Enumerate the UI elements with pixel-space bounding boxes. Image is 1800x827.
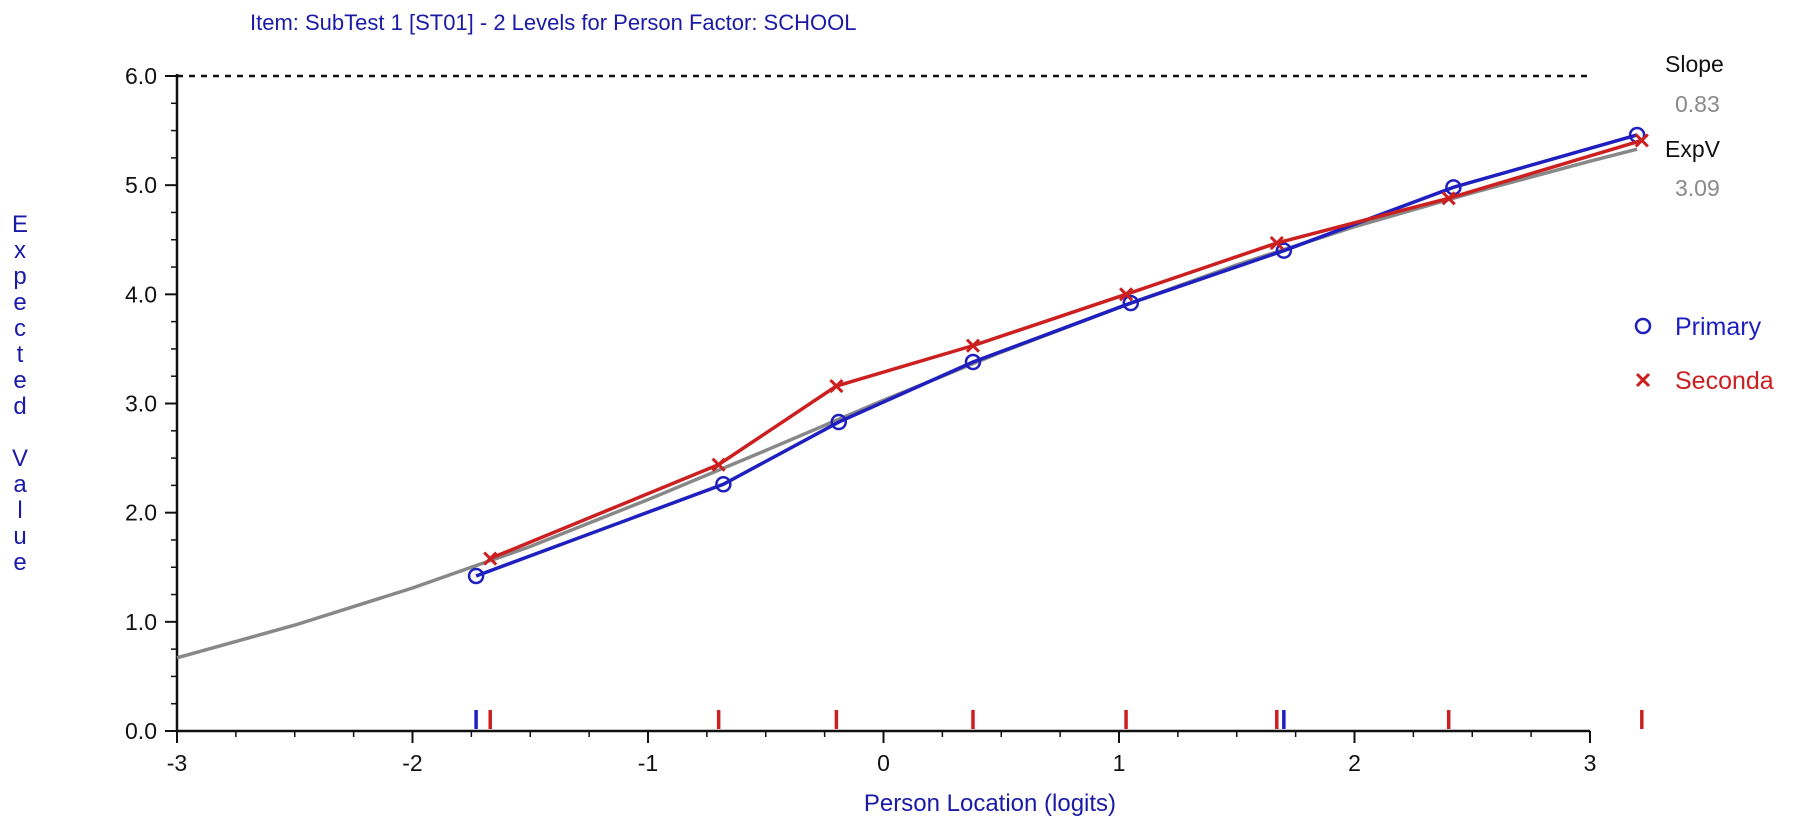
data-point-cross <box>1118 287 1134 302</box>
legend: Primary Seconda <box>1634 313 1774 395</box>
data-point-circle <box>1122 294 1140 312</box>
data-point-circle <box>964 353 982 371</box>
chart-title: Item: SubTest 1 [ST01] - 2 Levels for Pe… <box>250 10 856 35</box>
data-point-circle <box>1275 242 1293 259</box>
expv-value: 3.09 <box>1675 175 1720 201</box>
y-axis-title-letter: t <box>17 341 24 368</box>
y-axis-title-letter: d <box>13 393 26 420</box>
expected-curve <box>176 147 1638 660</box>
legend-marker-circle <box>1634 317 1652 335</box>
y-axis-title-letter: x <box>14 237 26 264</box>
y-tick-label: 6.0 <box>125 63 157 89</box>
legend-label: Seconda <box>1675 367 1774 395</box>
data-point-circle <box>715 476 732 493</box>
y-axis-title-letter: p <box>13 263 26 290</box>
y-axis-title-letter: u <box>13 523 26 550</box>
x-tick-label: 0 <box>877 750 890 776</box>
data-point-circle <box>467 567 485 585</box>
x-tick-label: -3 <box>167 750 187 776</box>
slope-value: 0.83 <box>1675 91 1720 117</box>
legend-label: Primary <box>1675 313 1762 341</box>
series-layer <box>467 126 1649 585</box>
data-point-cross <box>1634 133 1649 148</box>
rug-marks <box>474 710 1644 729</box>
axes: 0.0 1.0 2.0 3.0 4.0 5.0 6.0 -3 -2 -1 0 1 2 3 <box>125 63 1596 776</box>
y-tick-label: 0.0 <box>125 718 157 744</box>
expv-label: ExpV <box>1665 136 1721 162</box>
y-axis-title-letter: e <box>13 549 26 576</box>
data-point-cross <box>483 551 498 566</box>
y-tick-label: 1.0 <box>125 609 157 635</box>
data-point-cross <box>1269 235 1284 251</box>
y-tick-label: 3.0 <box>125 391 157 417</box>
slope-label: Slope <box>1665 51 1724 77</box>
x-tick-label: -1 <box>638 750 658 776</box>
legend-marker-cross <box>1635 372 1651 388</box>
y-axis-title-letter: V <box>12 445 28 472</box>
y-tick-label: 5.0 <box>125 172 157 198</box>
y-axis-title-letter: c <box>14 315 26 342</box>
y-axis-title-letter: l <box>17 497 22 524</box>
expected-curve-line <box>176 147 1638 660</box>
x-tick-label: 3 <box>1584 750 1597 776</box>
x-tick-label: -2 <box>402 750 422 776</box>
y-axis-title-letter: E <box>12 211 28 238</box>
series-line <box>475 133 1638 578</box>
y-axis-title-letter: a <box>13 471 27 498</box>
data-point-circle <box>830 413 848 431</box>
x-tick-label: 2 <box>1348 750 1361 776</box>
y-tick-label: 4.0 <box>125 281 157 307</box>
series-primary <box>467 126 1646 585</box>
y-tick-label: 2.0 <box>125 500 157 526</box>
data-point-cross <box>829 378 844 394</box>
y-axis-title-letter: e <box>13 367 26 394</box>
x-tick-label: 1 <box>1113 750 1126 776</box>
data-point-cross <box>711 457 726 472</box>
y-axis-title-letter: e <box>13 289 26 316</box>
x-axis-title: Person Location (logits) <box>864 790 1116 817</box>
data-point-cross <box>965 338 981 353</box>
data-point-cross <box>1441 191 1456 206</box>
series-line <box>489 138 1643 561</box>
series-seconda <box>483 133 1649 566</box>
